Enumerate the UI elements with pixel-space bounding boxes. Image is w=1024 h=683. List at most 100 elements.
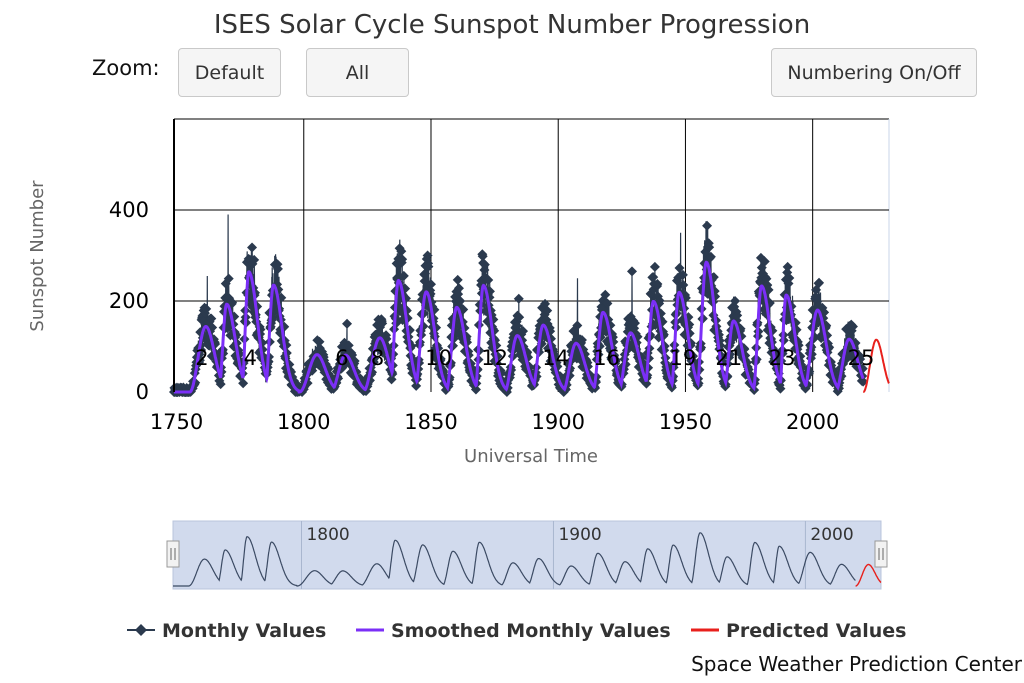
navigator-series-line — [173, 532, 856, 587]
monthly-value-point — [215, 379, 226, 390]
cycle-number-label: 23 — [769, 346, 796, 370]
monthly-value-point — [453, 283, 464, 294]
monthly-value-point — [600, 289, 611, 300]
monthly-value-point — [422, 250, 433, 261]
numbering-toggle-button[interactable]: Numbering On/Off — [771, 48, 977, 97]
monthly-value-point — [652, 279, 663, 290]
x-tick-label: 1800 — [277, 410, 330, 434]
x-tick-label: 1900 — [531, 410, 584, 434]
y-tick-label: 400 — [109, 198, 149, 222]
monthly-value-point — [342, 318, 353, 329]
monthly-value-point — [704, 242, 715, 253]
monthly-value-point — [396, 246, 407, 257]
handle-body[interactable] — [166, 540, 180, 568]
legend-label: Monthly Values — [162, 620, 326, 642]
monthly-value-point — [761, 273, 772, 284]
zoom-default-button[interactable]: Default — [178, 48, 281, 97]
x-axis-label: Universal Time — [464, 446, 598, 467]
chart-title: ISES Solar Cycle Sunspot Number Progress… — [213, 10, 811, 40]
monthly-value-point — [411, 380, 422, 391]
monthly-value-point — [775, 383, 786, 394]
cycle-number-label: 25 — [848, 346, 875, 370]
x-tick-label: 2000 — [786, 410, 839, 434]
monthly-value-point — [479, 259, 490, 270]
monthly-value-point — [377, 318, 388, 329]
monthly-value-point — [425, 279, 436, 290]
monthly-value-point — [452, 274, 463, 285]
navigator-tick-label: 1900 — [558, 525, 601, 545]
predicted-values-line — [862, 338, 890, 393]
x-tick-label: 1750 — [150, 410, 203, 434]
monthly-value-point — [759, 256, 770, 267]
monthly-value-point — [272, 263, 283, 274]
monthly-value-point — [730, 296, 741, 306]
monthly-value-point — [249, 254, 260, 265]
legend-label: Predicted Values — [726, 620, 906, 642]
monthly-value-point — [314, 336, 325, 347]
cycle-number-label: 16 — [593, 346, 620, 370]
monthly-value-point — [677, 269, 688, 280]
monthly-value-point — [784, 273, 795, 284]
monthly-value-point — [514, 312, 525, 323]
monthly-value-point — [648, 272, 659, 283]
monthly-value-point — [674, 263, 685, 274]
cycle-number-label: 21 — [715, 346, 742, 370]
monthly-value-point — [678, 280, 689, 291]
handle-body[interactable] — [874, 540, 888, 568]
cycle-number-label: 12 — [481, 346, 508, 370]
navigator-left-handle[interactable] — [166, 540, 180, 568]
x-tick-label: 1850 — [404, 410, 457, 434]
cycle-number-label: 4 — [244, 346, 257, 370]
monthly-value-point — [238, 378, 249, 389]
monthly-value-point — [513, 293, 524, 304]
legend-diamond-marker — [135, 624, 147, 636]
monthly-value-point — [627, 266, 638, 277]
monthly-value-point — [782, 261, 793, 272]
smoothed-monthly-values-line — [174, 260, 865, 394]
legend-item[interactable]: Predicted Values — [691, 620, 906, 642]
monthly-value-point — [602, 298, 613, 309]
legend-item[interactable]: Monthly Values — [127, 620, 326, 642]
y-tick-label: 200 — [109, 289, 149, 313]
monthly-value-point — [227, 297, 238, 308]
monthly-value-point — [201, 303, 212, 314]
legend-item[interactable]: Smoothed Monthly Values — [356, 620, 671, 642]
cycle-number-label: 19 — [670, 346, 697, 370]
monthly-value-point — [477, 251, 488, 262]
monthly-value-point — [420, 268, 431, 279]
monthly-value-point — [814, 277, 825, 288]
monthly-value-point — [649, 261, 660, 272]
cycle-number-label: 14 — [542, 346, 569, 370]
monthly-value-point — [702, 220, 713, 231]
monthly-value-point — [641, 378, 652, 389]
legend-label: Smoothed Monthly Values — [391, 620, 671, 642]
y-axis-label: Sunspot Number — [27, 180, 48, 332]
monthly-value-point — [398, 270, 409, 281]
monthly-value-point — [705, 251, 716, 262]
monthly-value-point — [572, 320, 583, 331]
monthly-value-point — [732, 310, 743, 321]
cycle-number-label: 2 — [195, 346, 208, 370]
monthly-value-point — [423, 261, 434, 272]
cycle-number-label: 6 — [335, 346, 348, 370]
zoom-all-button[interactable]: All — [306, 48, 409, 97]
monthly-value-point — [542, 305, 553, 316]
monthly-value-point — [483, 275, 494, 286]
monthly-value-point — [576, 335, 587, 346]
monthly-value-point — [518, 326, 529, 337]
monthly-value-point — [455, 295, 466, 306]
monthly-value-point — [397, 254, 408, 265]
monthly-value-point — [629, 318, 640, 329]
monthly-value-point — [223, 273, 234, 284]
monthly-value-point — [847, 321, 858, 332]
navigator-selection[interactable] — [172, 520, 882, 590]
navigator-tick-label: 1800 — [306, 525, 349, 545]
cycle-number-label: 8 — [371, 346, 384, 370]
monthly-value-point — [650, 320, 661, 331]
zoom-label: Zoom: — [92, 56, 160, 80]
navigator-right-handle[interactable] — [874, 540, 888, 568]
credit-text: Space Weather Prediction Center — [691, 652, 1022, 676]
monthly-value-point — [763, 284, 774, 295]
x-tick-label: 1950 — [659, 410, 712, 434]
